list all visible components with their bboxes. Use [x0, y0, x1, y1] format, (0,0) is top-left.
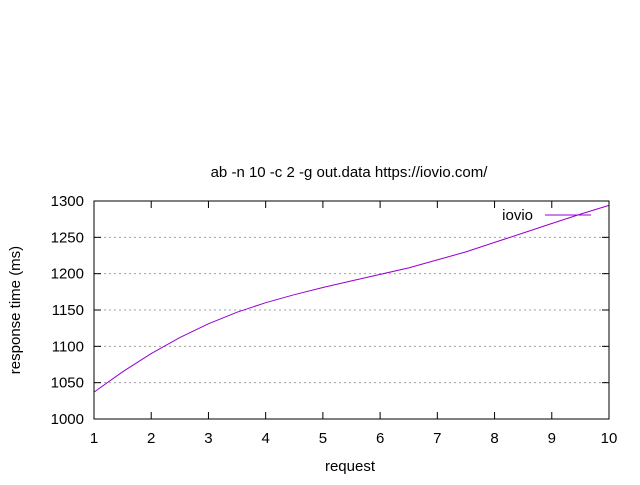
x-tick-label-5: 5 [319, 430, 327, 447]
y-tick-label-1300: 1300 [51, 193, 84, 210]
x-tick-label-4: 4 [261, 430, 269, 447]
x-tick-label-10: 10 [601, 430, 618, 447]
y-tick-label-1100: 1100 [52, 338, 84, 355]
x-tick-label-3: 3 [204, 430, 212, 447]
grid-lines [94, 236, 609, 384]
series-line-iovio [93, 204, 610, 393]
x-tick-label-8: 8 [490, 430, 498, 447]
x-tick-label-2: 2 [147, 430, 155, 447]
y-tick-label-1000: 1000 [51, 411, 84, 428]
x-axis-label: request [325, 458, 376, 475]
x-tick-label-1: 1 [90, 430, 98, 447]
x-tick-label-6: 6 [376, 430, 384, 447]
tick-labels: 1000 1050 1100 1150 1200 1250 1300 1 2 3 4 5 6 7 8 9 10 [51, 193, 618, 447]
legend-label-iovio: iovio [502, 207, 533, 224]
y-tick-label-1050: 1050 [51, 375, 84, 392]
y-tick-label-1200: 1200 [51, 266, 84, 283]
x-tick-label-7: 7 [433, 430, 441, 447]
y-tick-label-1250: 1250 [51, 229, 84, 246]
axis-ticks [93, 200, 610, 420]
plot-frame [93, 200, 610, 420]
x-tick-label-9: 9 [548, 430, 556, 447]
series-layer [93, 204, 610, 393]
y-tick-label-1150: 1150 [52, 302, 84, 319]
chart-title: ab -n 10 -c 2 -g out.data https://iovio.… [211, 164, 489, 181]
legend: iovio [502, 207, 591, 224]
y-axis-label: response time (ms) [7, 246, 24, 374]
